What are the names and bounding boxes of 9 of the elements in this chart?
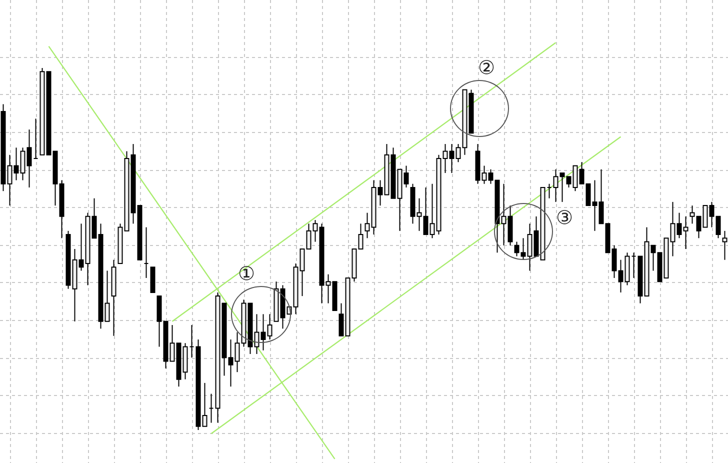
annotation: ②	[478, 57, 496, 79]
candlestick	[632, 252, 636, 278]
candlestick	[144, 226, 148, 278]
candlestick	[547, 183, 552, 199]
annotation: ③	[556, 207, 574, 229]
annotation: ①	[238, 263, 256, 285]
candlestick	[209, 393, 214, 424]
candlestick	[190, 324, 194, 358]
candlestick	[34, 118, 38, 159]
